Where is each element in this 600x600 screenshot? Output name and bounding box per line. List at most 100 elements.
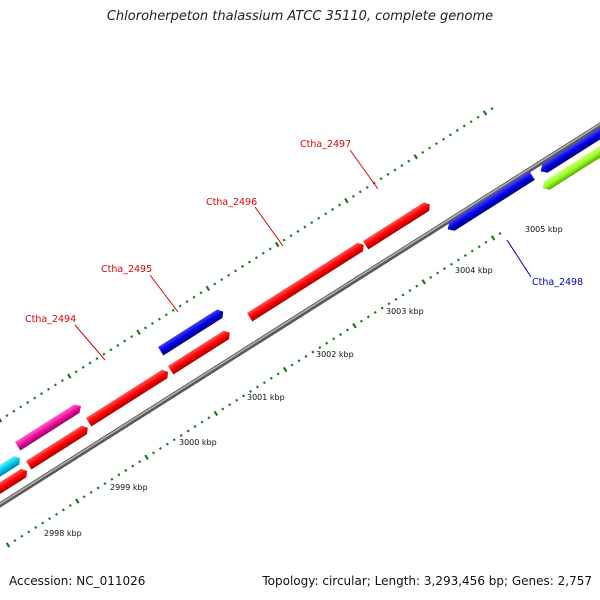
tick-mark <box>282 238 286 242</box>
gene-magenta[interactable] <box>15 402 84 451</box>
tick-mark <box>157 317 161 321</box>
tick-mark <box>407 159 411 163</box>
gene-ctha-2496[interactable] <box>247 241 366 322</box>
kbp-label: 2999 kbp <box>110 483 148 492</box>
tick-mark <box>421 150 425 154</box>
gene-red-2[interactable] <box>26 423 90 470</box>
gene-blue-right[interactable] <box>538 124 600 175</box>
tick-mark <box>171 308 175 312</box>
tick-mark <box>136 329 141 335</box>
tick-mark <box>234 269 238 273</box>
gene-ctha-2498[interactable] <box>445 171 535 233</box>
tick-mark <box>498 232 502 236</box>
tick-mark <box>304 354 308 358</box>
tick-mark <box>33 396 37 400</box>
tick-mark <box>274 241 280 248</box>
gene-ctha-2497[interactable] <box>363 200 433 250</box>
tick-mark <box>227 273 231 277</box>
tick-mark <box>151 451 156 455</box>
tick-mark <box>352 322 357 329</box>
tick-mark <box>5 542 11 548</box>
kbp-label: 2998 kbp <box>44 529 82 538</box>
tick-mark <box>27 530 31 534</box>
tick-mark <box>477 245 481 249</box>
tick-mark <box>46 387 51 391</box>
tick-mark <box>248 389 253 393</box>
tick-mark <box>482 110 488 116</box>
tick-mark <box>20 534 24 538</box>
tick-mark <box>74 370 78 374</box>
tick-mark <box>255 385 259 389</box>
tick-mark <box>124 468 128 472</box>
kbp-label: 3002 kbp <box>316 350 354 359</box>
tick-mark <box>150 321 154 326</box>
tick-mark <box>455 128 459 132</box>
tick-mark <box>131 464 135 468</box>
tick-mark <box>88 361 92 365</box>
tick-mark <box>185 300 189 304</box>
kbp-label: 3000 kbp <box>179 438 217 447</box>
tick-mark <box>261 251 265 255</box>
tick-mark <box>469 120 473 124</box>
tick-mark <box>311 350 315 354</box>
tick-mark <box>205 285 211 292</box>
tick-mark <box>200 420 204 424</box>
tick-mark <box>332 337 336 341</box>
tick-mark <box>449 262 453 266</box>
tick-mark <box>415 284 419 288</box>
tick-mark <box>386 172 390 176</box>
tick-mark <box>296 229 300 233</box>
tick-mark <box>192 295 196 299</box>
gene-label: Ctha_2497 <box>300 139 351 150</box>
tick-mark <box>490 107 494 111</box>
tick-mark <box>117 473 121 477</box>
tick-mark <box>213 410 219 417</box>
tick-mark <box>40 392 44 396</box>
tick-mark <box>484 240 488 244</box>
gene-cyan[interactable] <box>0 454 23 479</box>
tick-mark <box>82 495 86 499</box>
tick-mark <box>269 376 273 380</box>
tick-mark <box>339 332 343 336</box>
tick-mark <box>95 357 99 361</box>
tick-mark <box>401 293 405 297</box>
tick-mark <box>359 319 363 323</box>
tick-mark <box>476 115 480 119</box>
tick-mark <box>123 339 127 343</box>
accession-text: Accession: NC_011026 <box>9 574 146 588</box>
tick-mark <box>103 482 107 486</box>
gene-red-3[interactable] <box>168 328 232 375</box>
kbp-label: 3005 kbp <box>525 225 563 234</box>
tick-mark <box>179 433 183 437</box>
tick-mark <box>199 291 203 295</box>
tick-mark <box>310 221 314 225</box>
gene-label: Ctha_2498 <box>532 277 583 288</box>
genome-summary-text: Topology: circular; Length: 3,293,456 bp… <box>262 574 592 588</box>
tick-mark <box>242 394 246 398</box>
gene-lime[interactable] <box>540 141 600 192</box>
tick-mark <box>441 137 445 141</box>
gene-ctha-2495[interactable] <box>158 307 226 356</box>
tick-mark <box>268 247 272 251</box>
tick-mark <box>448 133 452 137</box>
tick-mark <box>429 275 433 279</box>
tick-mark <box>290 363 294 367</box>
tick-row-lower <box>5 232 502 548</box>
gene-ctha-2494[interactable] <box>86 368 171 427</box>
tick-mark <box>387 302 391 306</box>
tick-mark <box>456 258 460 262</box>
tick-mark <box>394 297 398 301</box>
tick-mark <box>158 446 162 451</box>
tick-mark <box>221 407 225 411</box>
tick-mark <box>109 348 113 352</box>
tick-mark <box>81 365 85 369</box>
gene-red-1[interactable] <box>0 467 30 495</box>
tick-mark <box>490 235 496 241</box>
tick-mark <box>380 306 384 310</box>
tick-mark <box>54 512 59 516</box>
tick-mark <box>130 335 134 339</box>
tick-mark <box>345 328 350 332</box>
genome-map: Ctha_2494 Ctha_2495 Ctha_2496 Ctha_2497 … <box>0 107 600 548</box>
tick-mark <box>13 539 17 543</box>
tick-mark <box>358 190 362 194</box>
